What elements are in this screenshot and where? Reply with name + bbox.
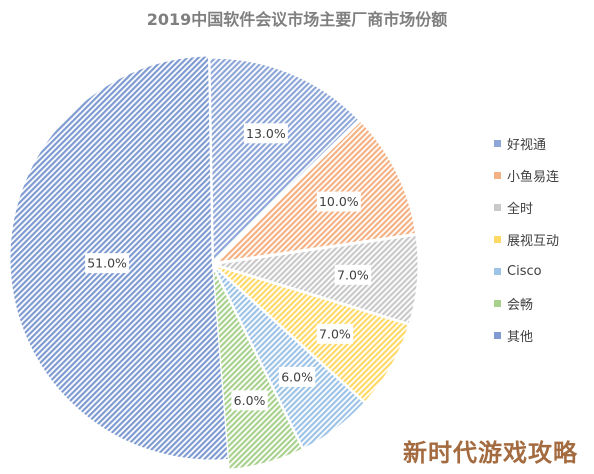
legend-label: 会畅 [507,298,534,313]
legend-item-3: 全时 [494,197,559,218]
legend-item-5: Cisco [494,261,559,282]
legend-swatch [494,140,501,147]
legend-item-6: 会畅 [494,293,559,314]
slice-label-background [316,191,361,212]
pie-slice-2 [214,120,417,263]
slice-label-background [278,366,316,387]
legend-swatch [494,172,501,179]
legend-item-2: 小鱼易连 [494,165,559,186]
slice-label-3: 7.0% [337,267,369,282]
legend-swatch [494,300,501,307]
slice-label-background [231,390,268,411]
slice-label-1: 13.0% [246,126,286,141]
legend-swatch [494,268,501,275]
legend-label: 全时 [507,202,534,217]
pie-slice-4 [215,265,410,403]
slice-label-2: 10.0% [319,194,359,209]
pie-slice-3 [215,234,419,324]
pie-slice-1 [209,57,360,262]
legend-swatch [494,236,501,243]
pie-slice-5 [213,266,365,450]
legend: 好视通小鱼易连全时展视互动 Cisco 会畅其他 [494,133,559,346]
legend-item-1: 好视通 [494,133,559,154]
slice-label-background [334,264,372,285]
slice-label-background [85,253,130,274]
legend-label: 展视互动 [507,234,560,249]
slice-label-5: 6.0% [281,369,313,384]
slice-label-7: 51.0% [87,256,127,271]
legend-label: 小鱼易连 [507,170,560,185]
legend-item-4: 展视互动 [494,229,559,250]
slice-label-6: 6.0% [234,393,266,408]
legend-swatch [494,332,501,339]
legend-label: 好视通 [507,138,547,153]
pie-slice-6 [212,267,303,470]
slice-label-background [243,123,288,144]
legend-label: 其他 [507,330,534,345]
watermark: 新时代游戏攻略 [403,439,578,467]
legend-item-7: 其他 [494,325,559,346]
chart-title: 2019中国软件会议市场主要厂商市场份额 [146,10,448,29]
legend-swatch [494,204,501,211]
slice-label-4: 7.0% [319,326,351,341]
slice-label-background [316,323,354,344]
legend-label: Cisco [507,264,542,279]
